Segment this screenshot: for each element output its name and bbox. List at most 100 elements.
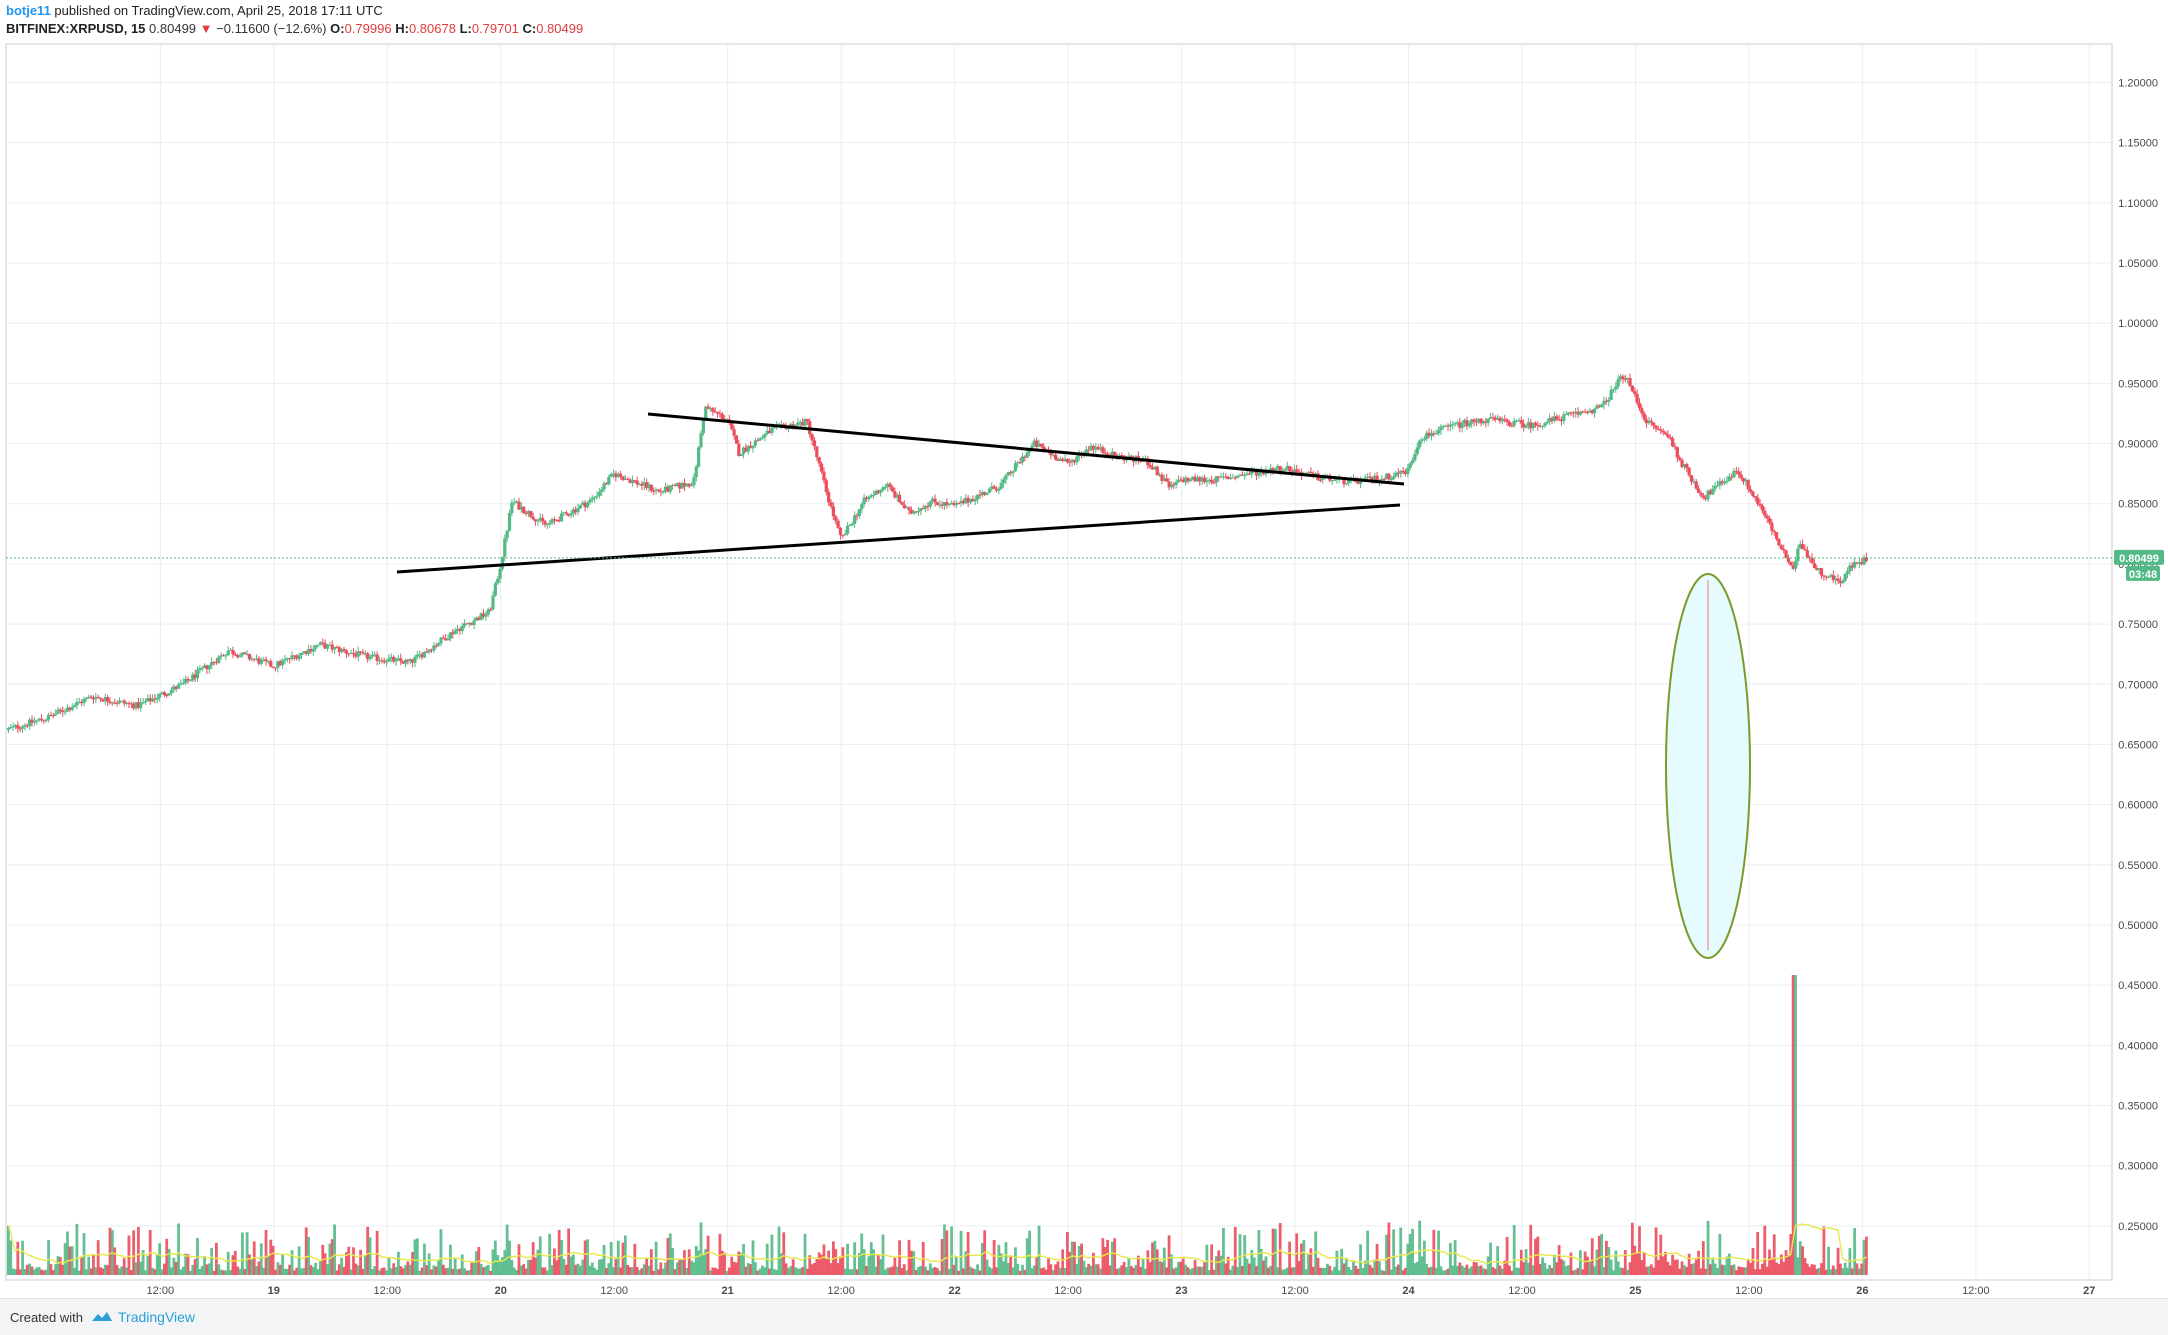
volume-bar [1186,1267,1190,1275]
candle-body [411,659,415,663]
candle-body [1711,488,1715,495]
volume-bar [1292,1267,1296,1275]
candle-body [578,505,583,509]
volume-bar [628,1267,632,1275]
volume-bar [14,1269,17,1275]
candle-body [845,525,850,534]
candle-body [1075,456,1079,463]
candle-body [259,659,263,664]
candle-body [1772,530,1776,533]
candle-body [1446,425,1450,427]
volume-bar [1772,1234,1776,1275]
tradingview-brand[interactable]: TradingView [118,1309,196,1325]
volume-bar [1342,1263,1346,1275]
volume-bar [467,1270,471,1275]
volume-bar [240,1232,244,1275]
candle-body [602,483,606,490]
author-link[interactable]: botje11 [6,3,51,18]
volume-bar [1753,1269,1757,1275]
candle-body [167,693,171,696]
candle-body [231,650,235,655]
volume-bar [1730,1265,1734,1275]
volume-bar [1323,1268,1327,1275]
volume-bar [356,1265,360,1275]
candle-body [1037,443,1041,447]
candle-body [671,485,675,487]
volume-bar [1226,1256,1230,1275]
candle-body [389,656,393,659]
y-tick-label: 0.55000 [2118,860,2158,872]
volume-bar [1827,1246,1831,1275]
close-value: 0.80499 [536,21,584,36]
candle-body [874,490,878,496]
volume-bar [1756,1231,1760,1275]
candle-body [1207,479,1211,481]
volume-bar [1486,1256,1490,1275]
volume-bar [822,1244,826,1275]
candle-body [1396,472,1400,474]
volume-bar [1354,1265,1358,1275]
candle-body [1472,419,1476,422]
volume-bar [1749,1262,1752,1275]
candle-body [1465,420,1469,427]
triangle-upper-trendline [647,412,1405,486]
volume-bar [371,1269,374,1275]
candle-body [425,651,429,653]
candle-body [1512,420,1516,426]
volume-bar [1406,1243,1410,1275]
volume-bar [1666,1261,1670,1275]
volume-bar [768,1268,771,1275]
volume-bar [1344,1257,1348,1275]
volume-bar [659,1262,663,1275]
candle-body [827,492,831,503]
volume-bar [1141,1259,1145,1275]
volume-bar [1725,1256,1729,1275]
volume-bar [673,1269,677,1275]
candle-body [1746,479,1750,490]
volume-bar [1841,1268,1845,1275]
candle-body [503,538,507,557]
volume-bar [170,1267,173,1275]
candle-body [890,487,895,492]
candle-body [706,406,710,409]
candle-body [893,491,897,498]
candle-body [1730,476,1734,478]
candle-body [1860,562,1864,565]
volume-bar [1638,1226,1641,1275]
candle-body [1245,473,1249,476]
candle-body [1195,477,1200,482]
candle-body [72,705,77,708]
volume-bar [1269,1265,1273,1275]
volume-bar [1654,1227,1658,1275]
price-chart[interactable]: 1.200001.150001.100001.050001.000000.950… [0,0,2168,1298]
volume-bar [718,1233,722,1275]
candle-body [760,437,765,439]
volume-bar [82,1233,86,1275]
countdown-label: 03:48 [2129,569,2157,581]
y-tick-label: 0.60000 [2118,800,2158,812]
volume-bar [1614,1250,1618,1275]
candle-body [463,623,467,626]
y-tick-label: 0.50000 [2118,920,2158,932]
candle-body [311,648,315,652]
volume-bar [363,1255,367,1275]
candle-body [1030,445,1034,449]
volume-bar [335,1270,339,1275]
volume-bar [89,1268,93,1275]
volume-bar [1070,1241,1074,1275]
volume-bar [635,1267,639,1275]
candle-body [356,651,360,657]
volume-bar [557,1229,561,1275]
volume-bar [1181,1258,1185,1275]
volume-bar [808,1255,812,1275]
candle-body [522,506,526,514]
candle-body [1158,474,1162,476]
volume-bar [77,1270,81,1275]
candle-body [519,506,523,510]
volume-bar [957,1270,961,1275]
volume-bar [224,1270,228,1275]
volume-bar [21,1240,24,1275]
candle-body [184,678,188,683]
candle-body [1288,466,1292,472]
volume-bar [484,1266,488,1275]
